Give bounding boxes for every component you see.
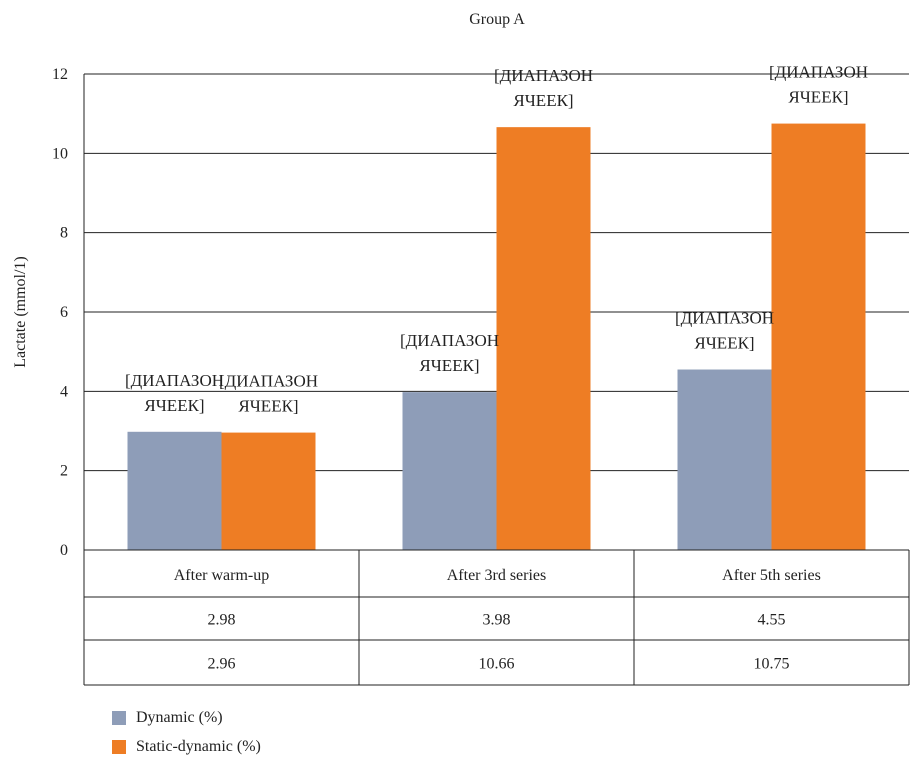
y-tick-label: 8 (60, 225, 68, 242)
bar (402, 392, 497, 550)
y-tick-label: 6 (60, 304, 68, 321)
data-labels: [ДИАПАЗОН ЯЧЕЕК] [ДИАПАЗОН ЯЧЕЕК] [ДИАПАЗОН Я… (125, 63, 868, 416)
data-label: [ДИАПАЗОН (125, 371, 224, 390)
data-label: [ДИАПАЗОН (675, 309, 774, 328)
chart-title: Group A (469, 11, 525, 28)
legend-label-dynamic: Dynamic (%) (136, 709, 223, 726)
bars (127, 123, 866, 551)
data-label: [ДИАПАЗОН (400, 331, 499, 350)
data-label: ЯЧЕЕК] (694, 334, 754, 353)
table-value: 2.96 (208, 656, 236, 673)
y-tick-label: 4 (60, 383, 68, 400)
legend-item-dynamic: Dynamic (%) (112, 708, 261, 728)
table-category-label: After warm-up (174, 567, 270, 584)
y-axis-label: Lactate (mmol/1) (12, 256, 29, 368)
y-axis-ticks: 0 2 4 6 8 10 12 (52, 66, 68, 559)
bar (221, 432, 316, 550)
data-label: [ДИАПАЗОН (219, 372, 318, 391)
data-table: After warm-up 2.98 2.96 After 3rd series 3.9… (83, 549, 910, 686)
y-tick-label: 2 (60, 463, 68, 480)
legend-item-static-dynamic: Static-dynamic (%) (112, 737, 261, 757)
data-label: ЯЧЕЕК] (788, 88, 848, 107)
bar (127, 431, 222, 550)
legend-swatch-static-dynamic (112, 740, 126, 754)
legend: Dynamic (%) Static-dynamic (%) (112, 708, 261, 766)
bar (677, 369, 772, 550)
y-tick-label: 0 (60, 542, 68, 559)
table-value: 3.98 (483, 612, 511, 629)
data-label: ЯЧЕЕК] (144, 396, 204, 415)
table-value: 10.66 (479, 656, 515, 673)
legend-label-static-dynamic: Static-dynamic (%) (136, 738, 261, 755)
data-label: [ДИАПАЗОН (494, 66, 593, 85)
table-value: 10.75 (754, 656, 790, 673)
table-category-label: After 3rd series (447, 567, 547, 584)
data-label: ЯЧЕЕК] (419, 356, 479, 375)
y-tick-label: 10 (52, 145, 68, 162)
data-label: ЯЧЕЕК] (238, 397, 298, 416)
table-value: 2.98 (208, 612, 236, 629)
data-label: [ДИАПАЗОН (769, 63, 868, 82)
data-label: ЯЧЕЕК] (513, 91, 573, 110)
table-category-label: After 5th series (722, 567, 821, 584)
table-value: 4.55 (758, 612, 786, 629)
bar (496, 127, 591, 551)
y-tick-label: 12 (52, 66, 68, 83)
bar (771, 123, 866, 550)
legend-swatch-dynamic (112, 711, 126, 725)
